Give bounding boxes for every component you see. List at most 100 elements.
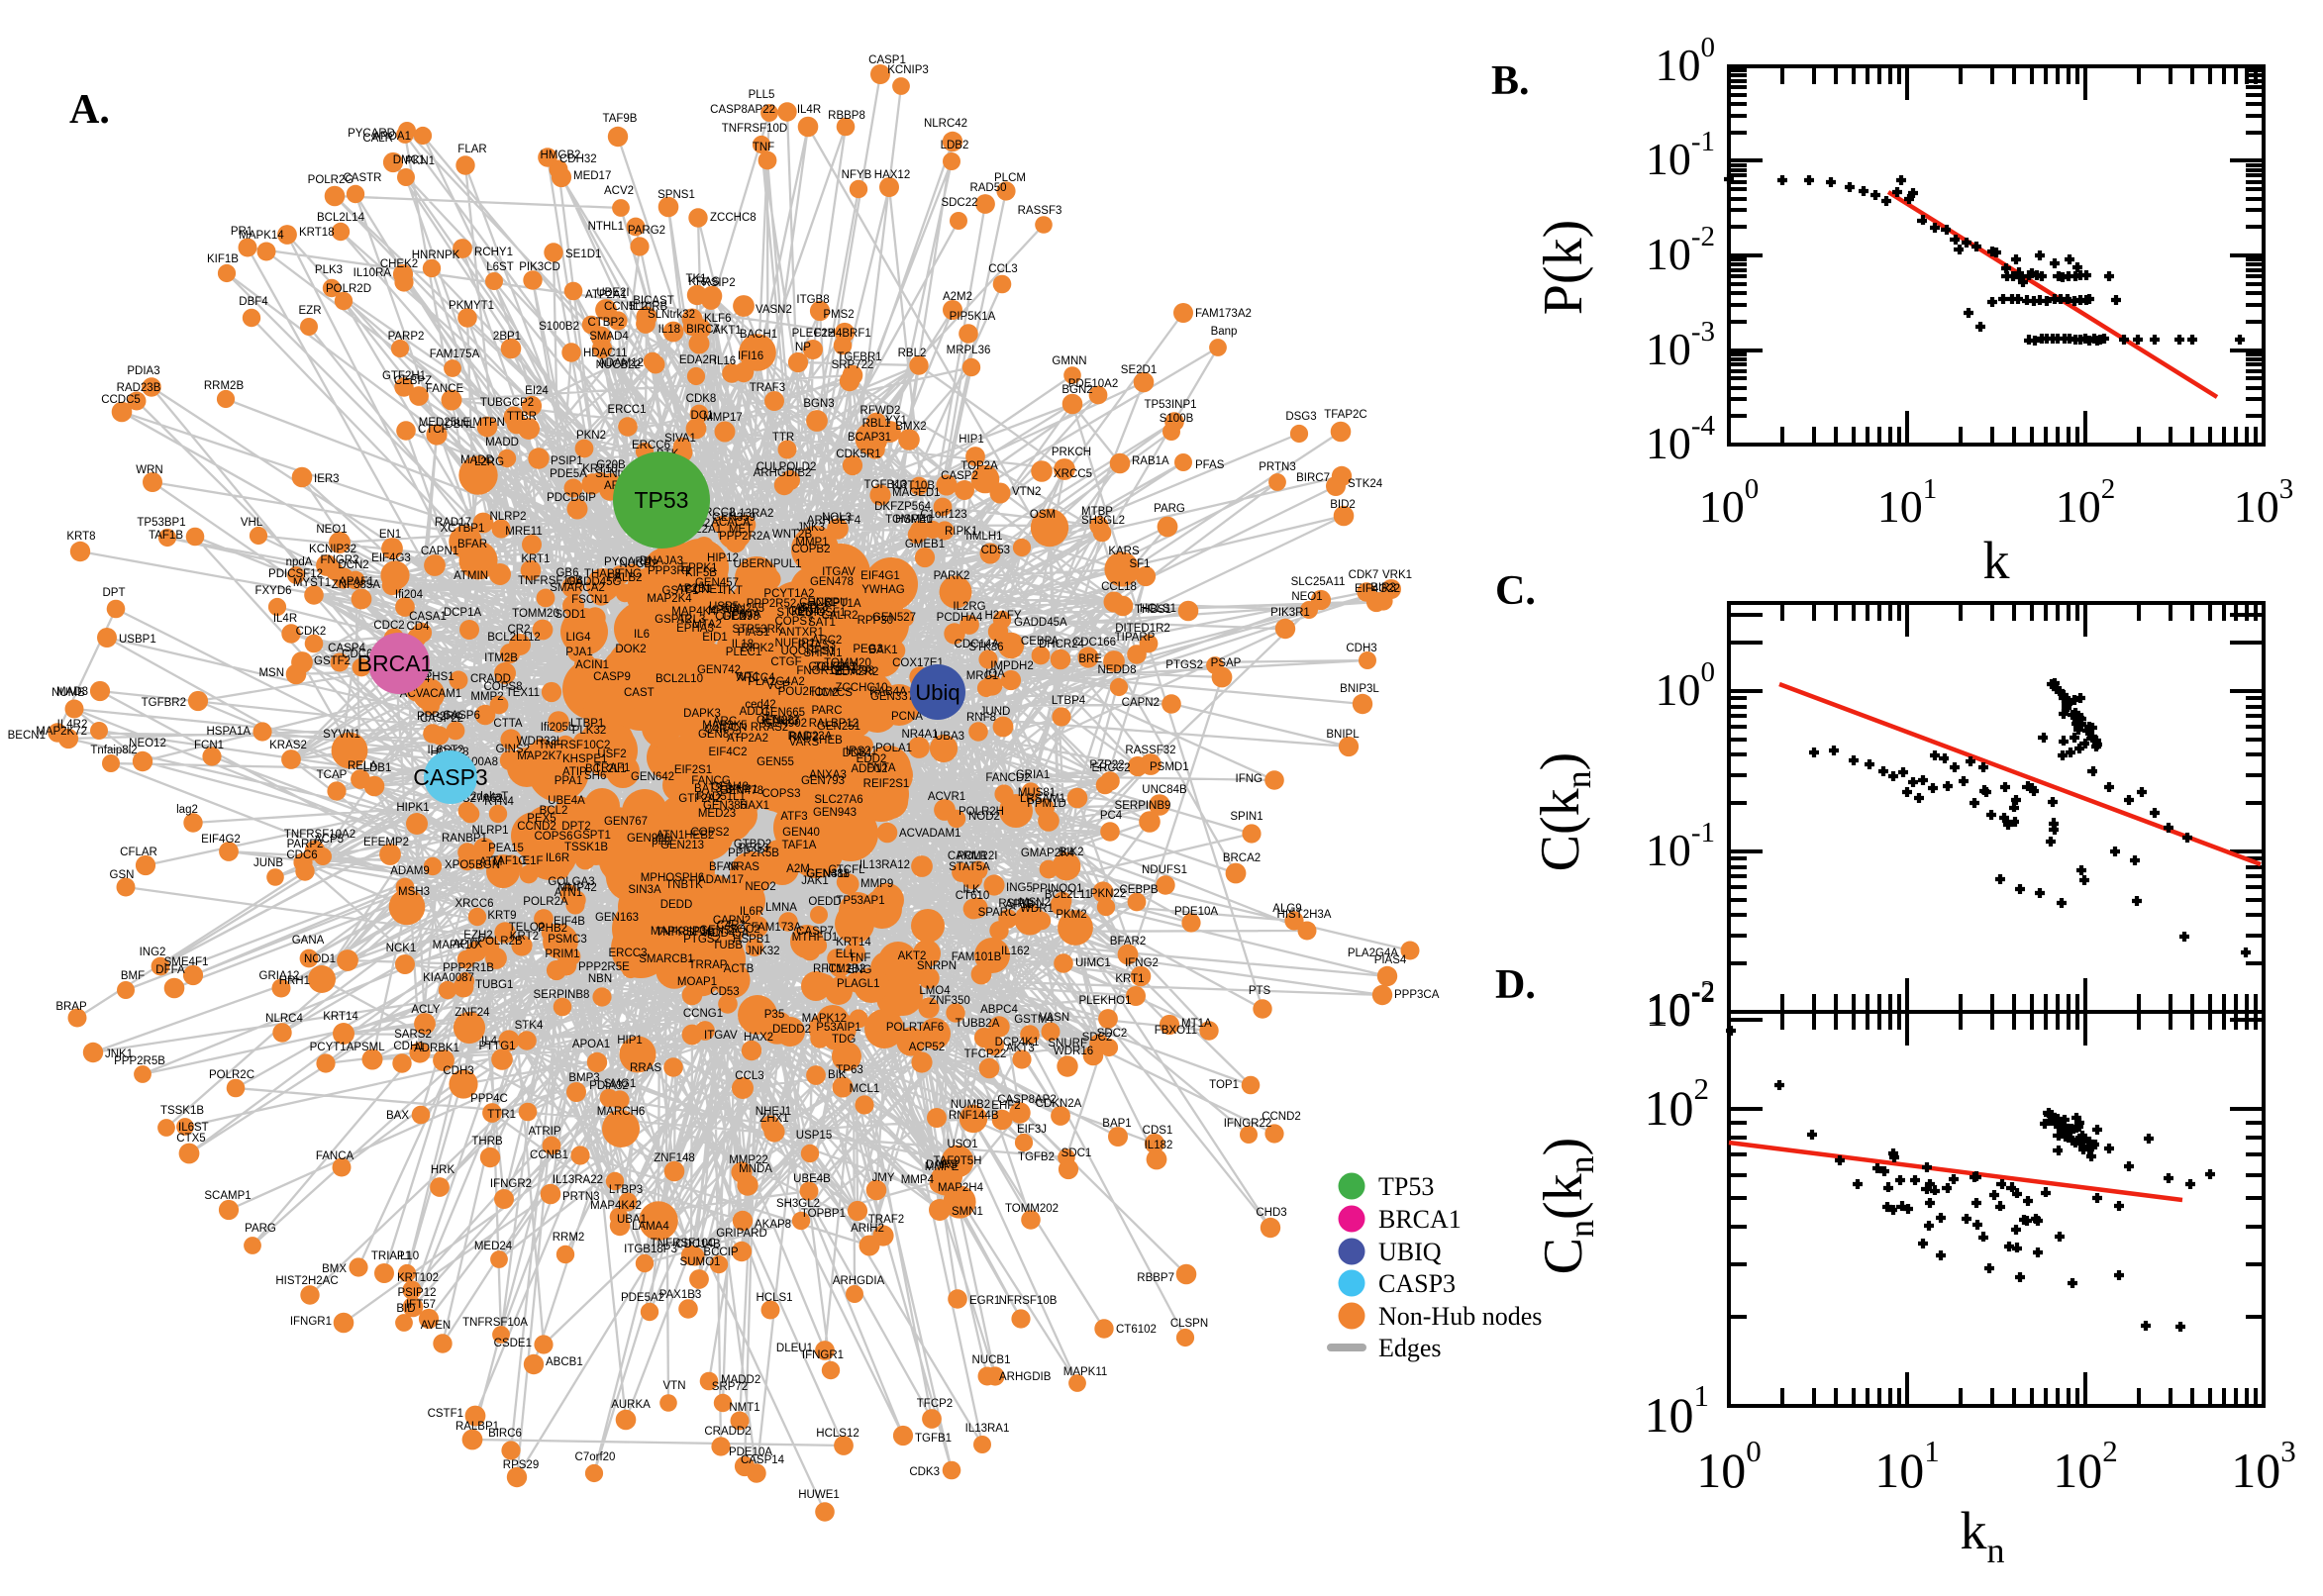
- svg-text:pfs2: pfs2: [652, 836, 673, 848]
- svg-text:ILK: ILK: [962, 884, 980, 896]
- svg-text:TGFB12: TGFB12: [814, 661, 857, 673]
- svg-text:BRCA1: BRCA1: [357, 650, 434, 676]
- svg-text:AKT3: AKT3: [1006, 1043, 1035, 1054]
- svg-text:GEN478: GEN478: [720, 785, 763, 797]
- svg-text:GEN665: GEN665: [761, 707, 805, 719]
- svg-text:TUBB: TUBB: [712, 940, 743, 951]
- svg-text:IL10: IL10: [397, 1250, 419, 1262]
- svg-text:SOD1: SOD1: [555, 609, 585, 621]
- svg-text:KHSPE1: KHSPE1: [562, 753, 607, 765]
- svg-text:DPT: DPT: [103, 587, 126, 599]
- svg-text:RASSF3: RASSF3: [1018, 205, 1062, 217]
- svg-text:MRPL36: MRPL36: [947, 345, 991, 356]
- svg-text:ACVADAM1: ACVADAM1: [899, 828, 960, 840]
- svg-text:TNFRSF1B: TNFRSF1B: [656, 927, 715, 939]
- svg-text:TNFRSF10A2: TNFRSF10A2: [284, 829, 355, 841]
- svg-text:RAD23A: RAD23A: [788, 731, 833, 743]
- svg-text:BID: BID: [396, 1303, 415, 1315]
- svg-text:MRC1: MRC1: [966, 670, 999, 682]
- svg-text:KIF1B: KIF1B: [207, 253, 239, 265]
- svg-text:F2H4BRF1: F2H4BRF1: [814, 328, 871, 340]
- svg-text:PIK3CD: PIK3CD: [519, 261, 560, 273]
- svg-text:MMP4: MMP4: [901, 1174, 935, 1186]
- svg-text:GEN386: GEN386: [703, 800, 747, 812]
- svg-text:TNBTK: TNBTK: [665, 879, 703, 891]
- svg-text:MAPK12: MAPK12: [802, 1013, 847, 1025]
- svg-text:ARHGDIA: ARHGDIA: [833, 1275, 885, 1287]
- svg-text:CASP4: CASP4: [328, 643, 365, 654]
- svg-text:HIPK1: HIPK1: [396, 802, 429, 814]
- svg-text:CDH32: CDH32: [559, 153, 597, 165]
- svg-text:GMEB1: GMEB1: [905, 539, 945, 550]
- svg-text:SPIN1: SPIN1: [1230, 811, 1262, 823]
- svg-text:SMARCA2: SMARCA2: [550, 582, 605, 594]
- svg-text:TOMM20: TOMM20: [824, 657, 871, 669]
- svg-text:ADD45A: ADD45A: [705, 928, 750, 940]
- svg-text:RIPK2: RIPK2: [741, 643, 773, 654]
- svg-text:STK25: STK25: [776, 607, 811, 619]
- svg-text:SDC22: SDC22: [941, 197, 977, 209]
- svg-text:ARL3: ARL3: [677, 614, 706, 626]
- svg-text:TNFRSF10A: TNFRSF10A: [462, 1317, 528, 1329]
- svg-text:MAP4K42: MAP4K42: [590, 1200, 642, 1212]
- svg-text:DHCR24: DHCR24: [1039, 639, 1085, 650]
- svg-text:IL18: IL18: [658, 324, 680, 336]
- svg-text:PTTG1: PTTG1: [478, 1041, 515, 1052]
- svg-text:HIP1: HIP1: [617, 1035, 643, 1047]
- svg-text:EDA2R2: EDA2R2: [835, 666, 879, 678]
- svg-text:CTCFL: CTCFL: [828, 864, 865, 876]
- svg-text:CD4: CD4: [406, 621, 430, 633]
- svg-text:TAF1A: TAF1A: [782, 840, 817, 851]
- svg-text:FNTA: FNTA: [866, 762, 896, 774]
- svg-text:SH6: SH6: [584, 770, 606, 782]
- svg-text:MTBP: MTBP: [1081, 506, 1113, 518]
- svg-text:GEN48: GEN48: [711, 781, 749, 793]
- svg-text:COPB2: COPB2: [792, 544, 831, 555]
- svg-text:USO1: USO1: [947, 1139, 977, 1150]
- svg-text:SLNtrk32: SLNtrk32: [648, 309, 695, 321]
- svg-text:POLR2A: POLR2A: [523, 896, 568, 908]
- svg-text:JNK1: JNK1: [105, 1048, 133, 1060]
- svg-text:CT6102: CT6102: [1116, 1324, 1157, 1336]
- svg-text:IL6R: IL6R: [546, 852, 569, 864]
- svg-text:COPS6: COPS6: [535, 831, 573, 843]
- svg-text:SIVA1: SIVA1: [664, 433, 696, 445]
- svg-text:ADRBK1: ADRBK1: [414, 1043, 459, 1054]
- svg-text:HEB: HEB: [819, 735, 843, 747]
- svg-text:E1F: E1F: [522, 855, 543, 867]
- svg-text:EDA2R: EDA2R: [679, 354, 717, 366]
- svg-text:CEBPZ: CEBPZ: [394, 375, 432, 387]
- svg-text:100: 100: [1699, 473, 1760, 532]
- svg-text:SLC25A11: SLC25A11: [1291, 576, 1346, 588]
- svg-text:IL13RA22: IL13RA22: [553, 1174, 603, 1186]
- svg-text:PSAP: PSAP: [1211, 657, 1242, 669]
- svg-text:TNFRSF10D: TNFRSF10D: [722, 123, 787, 135]
- svg-text:GEN227: GEN227: [757, 715, 800, 727]
- svg-text:RBBP7: RBBP7: [1137, 1272, 1174, 1284]
- svg-text:ACACA: ACACA: [711, 517, 751, 529]
- svg-text:MADD2: MADD2: [721, 1374, 760, 1386]
- svg-text:TP53AP1: TP53AP1: [836, 895, 884, 907]
- svg-text:PEX5: PEX5: [527, 813, 556, 825]
- svg-text:ITGB18P3: ITGB18P3: [624, 1244, 677, 1255]
- svg-text:ADD1: ADD1: [740, 706, 770, 718]
- svg-text:JAK1: JAK1: [801, 875, 829, 887]
- svg-text:NOL3: NOL3: [822, 512, 852, 524]
- svg-text:IL6: IL6: [634, 629, 650, 641]
- svg-text:LRSAM1: LRSAM1: [1020, 793, 1065, 805]
- svg-text:SE2D1: SE2D1: [1121, 364, 1157, 376]
- svg-text:SMARCB1: SMARCB1: [639, 953, 694, 965]
- svg-text:CT610: CT610: [956, 890, 990, 902]
- svg-text:MTHFD1: MTHFD1: [792, 932, 839, 944]
- svg-text:ATN1: ATN1: [555, 887, 583, 899]
- svg-text:CDH3: CDH3: [1346, 643, 1376, 654]
- svg-text:CASP3: CASP3: [413, 764, 487, 790]
- svg-text:AKT2: AKT2: [898, 950, 927, 962]
- svg-text:MMP2: MMP2: [470, 691, 503, 703]
- svg-text:npdA: npdA: [286, 556, 313, 568]
- svg-text:EPHA3: EPHA3: [676, 623, 714, 635]
- svg-text:COPS8: COPS8: [484, 681, 523, 693]
- svg-text:B.: B.: [1491, 58, 1530, 104]
- svg-text:LMO4: LMO4: [919, 985, 951, 997]
- svg-text:HCLS1: HCLS1: [1140, 603, 1176, 615]
